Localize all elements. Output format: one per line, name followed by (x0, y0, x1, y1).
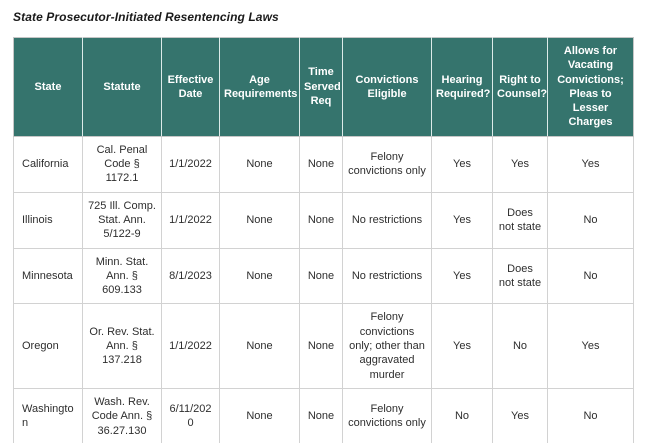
table-cell: 6/11/2020 (161, 387, 220, 443)
table-cell: Felony convictions only (342, 135, 432, 193)
table-cell: No (431, 387, 493, 443)
column-header: Right to Counsel? (492, 37, 548, 137)
table-cell: Yes (431, 191, 493, 249)
table-cell: None (219, 191, 300, 249)
table-cell: Felony convictions only (342, 387, 432, 443)
table-cell: 1/1/2022 (161, 303, 220, 389)
table-cell: No (547, 191, 634, 249)
table-cell: 1/1/2022 (161, 191, 220, 249)
page-title: State Prosecutor-Initiated Resentencing … (13, 10, 279, 24)
column-header: Convictions Eligible (342, 37, 432, 137)
resentencing-laws-table: State Statute Effective Date Age Requiremen… (13, 37, 634, 443)
state-cell: Washington (13, 387, 83, 443)
table-cell: No restrictions (342, 247, 432, 305)
table-cell: Or. Rev. Stat. Ann. § 137.218 (82, 303, 162, 389)
column-header: Age Requirements (219, 37, 300, 137)
column-header: Time Served Req (299, 37, 343, 137)
table-cell: 8/1/2023 (161, 247, 220, 305)
table-cell: None (219, 247, 300, 305)
column-header: State (13, 37, 83, 137)
state-cell: Illinois (13, 191, 83, 249)
table-body: California Cal. Penal Code § 1172.1 1/1/20… (13, 135, 634, 443)
column-header: Effective Date (161, 37, 220, 137)
table-cell: None (299, 247, 343, 305)
table-cell: Does not state (492, 247, 548, 305)
table-cell: Wash. Rev. Code Ann. § 36.27.130 (82, 387, 162, 443)
table-row: Illinois 725 Ill. Comp. Stat. Ann. 5/122-… (13, 191, 634, 249)
table-cell: Yes (547, 135, 634, 193)
table-cell: Yes (431, 303, 493, 389)
column-header: Allows for Vacating Convictions; Pleas t… (547, 37, 634, 137)
table-header-row: State Statute Effective Date Age Requiremen… (13, 37, 634, 137)
table-cell: No (492, 303, 548, 389)
table-cell: None (219, 387, 300, 443)
table-row: Washington Wash. Rev. Code Ann. § 36.27.1… (13, 387, 634, 443)
table-cell: Cal. Penal Code § 1172.1 (82, 135, 162, 193)
column-header: Statute (82, 37, 162, 137)
table-cell: None (299, 191, 343, 249)
column-header: Hearing Required? (431, 37, 493, 137)
table-header: State Statute Effective Date Age Requiremen… (13, 37, 634, 137)
table-cell: Yes (492, 387, 548, 443)
table-cell: Minn. Stat. Ann. § 609.133 (82, 247, 162, 305)
table-cell: Felony convictions only; other than aggr… (342, 303, 432, 389)
table-cell: Does not state (492, 191, 548, 249)
table-cell: Yes (492, 135, 548, 193)
table-cell: None (299, 303, 343, 389)
table-cell: Yes (431, 247, 493, 305)
table-cell: No (547, 387, 634, 443)
table-cell: 725 Ill. Comp. Stat. Ann. 5/122-9 (82, 191, 162, 249)
table-cell: No restrictions (342, 191, 432, 249)
table-cell: 1/1/2022 (161, 135, 220, 193)
table-cell: None (299, 387, 343, 443)
table-cell: None (219, 303, 300, 389)
table-row: California Cal. Penal Code § 1172.1 1/1/20… (13, 135, 634, 193)
table-cell: None (219, 135, 300, 193)
table-cell: Yes (431, 135, 493, 193)
state-cell: Oregon (13, 303, 83, 389)
table-cell: None (299, 135, 343, 193)
table-cell: Yes (547, 303, 634, 389)
table-cell: No (547, 247, 634, 305)
state-cell: Minnesota (13, 247, 83, 305)
state-cell: California (13, 135, 83, 193)
table-row: Oregon Or. Rev. Stat. Ann. § 137.218 1/1/2… (13, 303, 634, 389)
table-row: Minnesota Minn. Stat. Ann. § 609.133 8/1/2… (13, 247, 634, 305)
